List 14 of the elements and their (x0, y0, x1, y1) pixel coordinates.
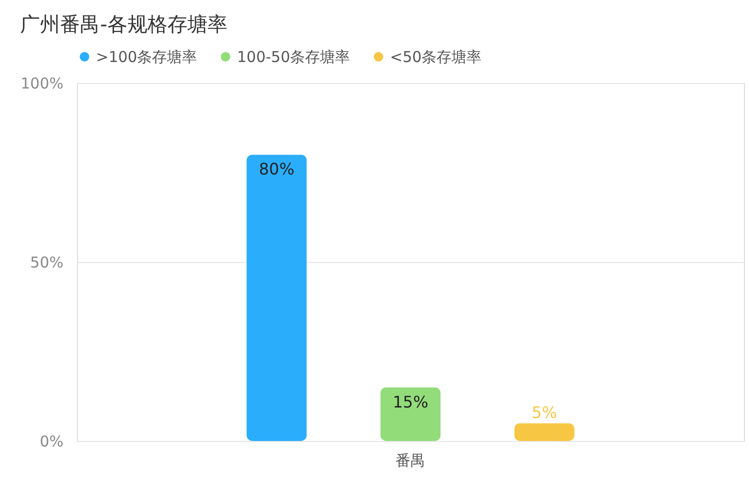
bar (514, 423, 574, 441)
legend-label: <50条存塘率 (390, 48, 482, 66)
y-tick-label: 100% (20, 74, 64, 92)
y-tick-label: 50% (30, 254, 64, 272)
chart-title: 广州番禺-各规格存塘率 (20, 12, 228, 36)
legend-label: 100-50条存塘率 (237, 48, 350, 66)
x-tick-label: 番禺 (396, 452, 426, 470)
bar (246, 154, 307, 441)
data-label: 5% (532, 403, 558, 422)
y-tick-label: 0% (40, 432, 64, 450)
data-label: 80% (258, 160, 294, 179)
bar (380, 387, 441, 441)
data-label: 15% (392, 392, 428, 412)
legend-label: >100条存塘率 (96, 48, 198, 66)
